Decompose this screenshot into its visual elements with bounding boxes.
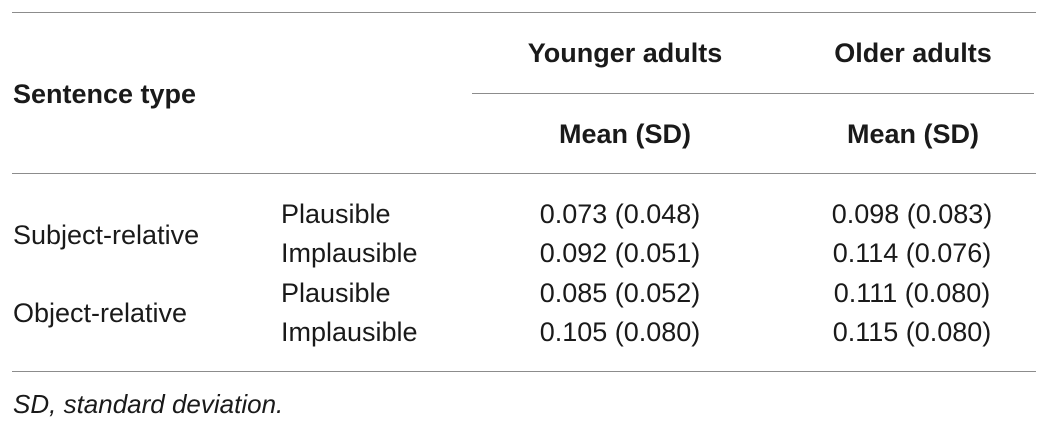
older-value-cell: 0.114 (0.076) [832, 238, 992, 268]
condition-cell: Implausible [281, 317, 418, 347]
younger-adults-header: Younger adults [527, 38, 723, 68]
group-header-rule [472, 93, 1034, 94]
stub-header: Sentence type [13, 79, 197, 109]
table-footnote: SD, standard deviation. [13, 389, 284, 419]
section-label-subject-relative: Subject-relative [13, 220, 200, 250]
younger-value-cell: 0.085 (0.052) [539, 278, 701, 308]
older-value-cell: 0.115 (0.080) [832, 317, 992, 347]
older-value-cell: 0.111 (0.080) [833, 278, 991, 308]
older-adults-header: Older adults [834, 38, 992, 68]
table-top-rule [12, 12, 1036, 13]
section-label-object-relative: Object-relative [13, 298, 188, 328]
condition-cell: Implausible [281, 238, 418, 268]
condition-cell: Plausible [281, 278, 391, 308]
header-bottom-rule [12, 173, 1036, 174]
table-bottom-rule [12, 371, 1036, 372]
younger-value-cell: 0.092 (0.051) [539, 238, 701, 268]
older-mean-sd-header: Mean (SD) [846, 119, 979, 149]
younger-mean-sd-header: Mean (SD) [558, 119, 691, 149]
younger-value-cell: 0.105 (0.080) [539, 317, 701, 347]
condition-cell: Plausible [281, 199, 391, 229]
older-value-cell: 0.098 (0.083) [831, 199, 993, 229]
younger-value-cell: 0.073 (0.048) [539, 199, 701, 229]
